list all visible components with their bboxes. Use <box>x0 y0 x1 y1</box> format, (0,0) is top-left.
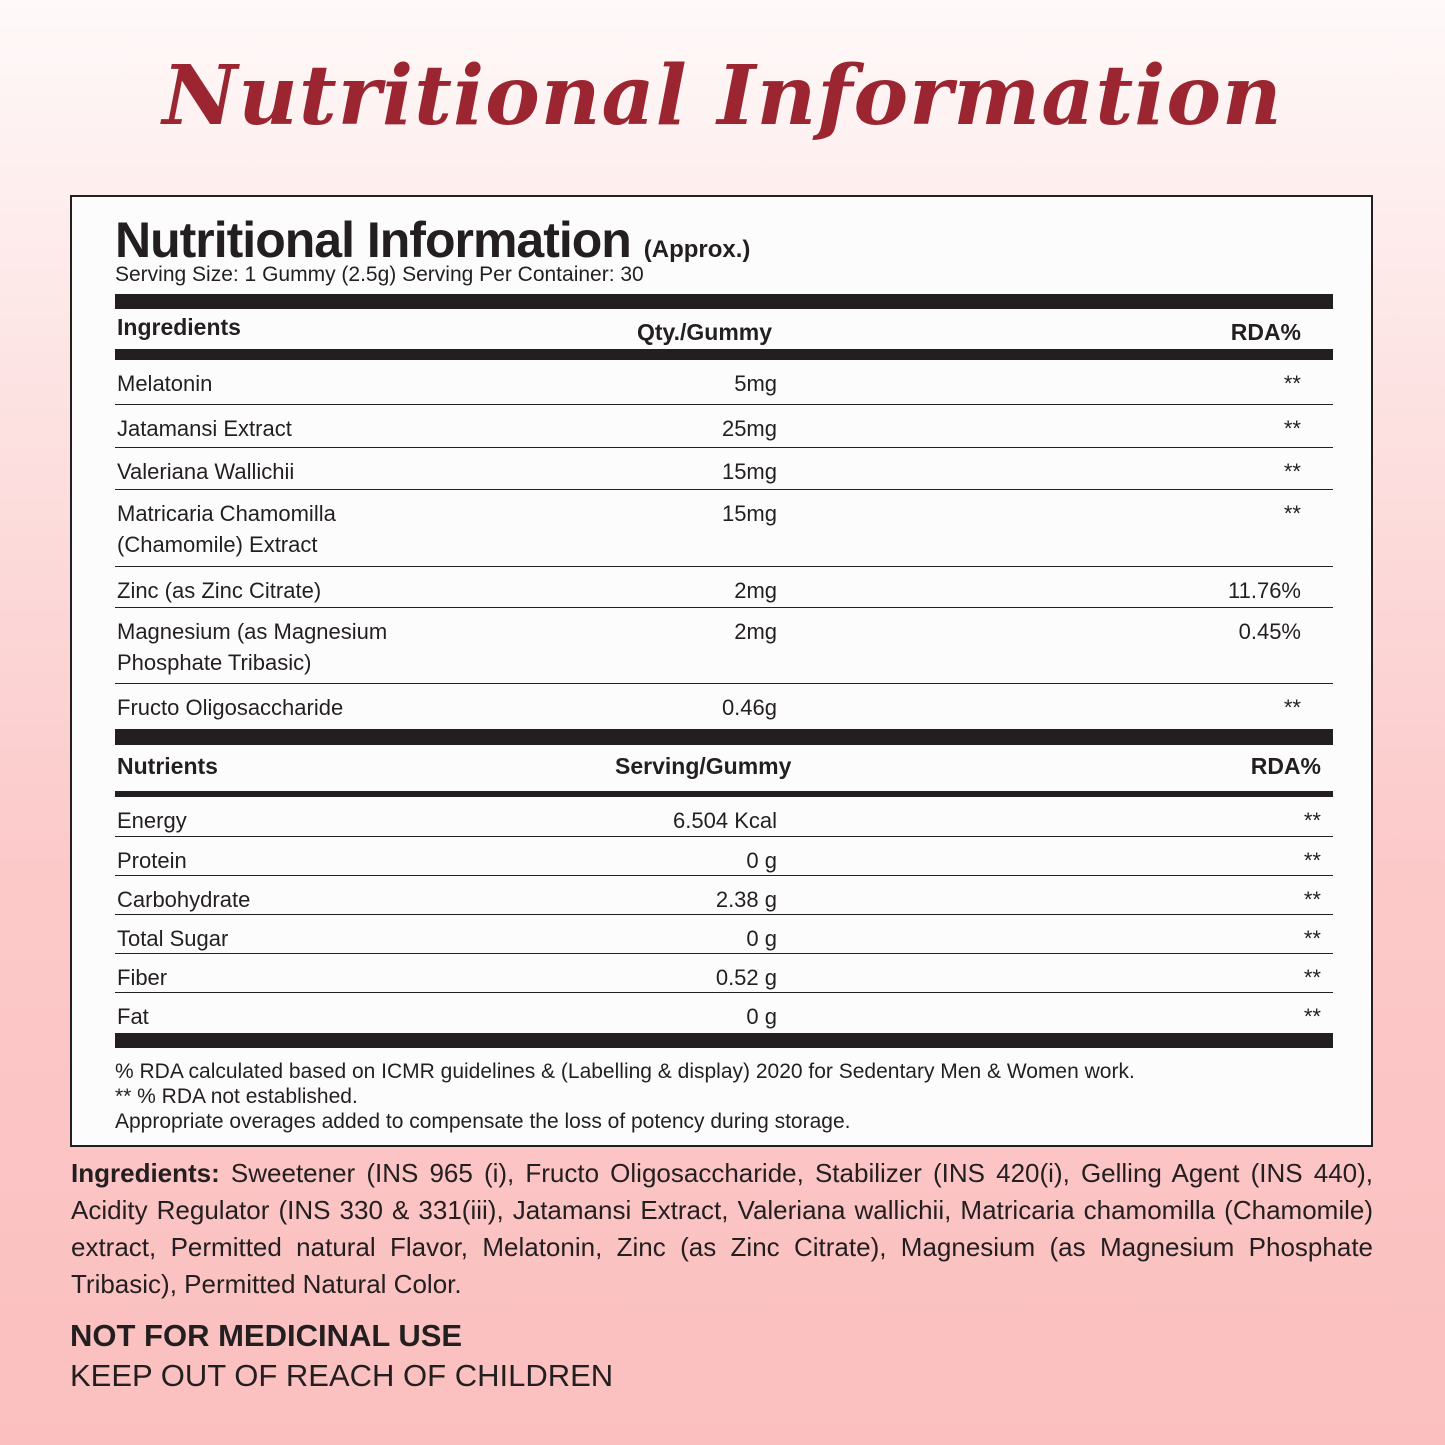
row-rda: ** <box>1303 1004 1321 1029</box>
row-name: Magnesium (as Magnesium Phosphate Tribas… <box>117 619 388 675</box>
row-name: Melatonin <box>117 371 213 396</box>
header-qty: Qty./Gummy <box>637 319 773 345</box>
row-rda: ** <box>1303 887 1321 912</box>
footnotes: % RDA calculated based on ICMR guideline… <box>115 1059 1135 1134</box>
row-name: Zinc (as Zinc Citrate) <box>117 578 322 603</box>
header-rda: RDA% <box>1250 753 1321 779</box>
table-row: Carbohydrate 2.38 g ** <box>115 876 1333 915</box>
row-name: Fructo Oligosaccharide <box>117 695 344 720</box>
header-ingredients: Ingredients <box>117 314 241 340</box>
warning-not-medicinal: NOT FOR MEDICINAL USE <box>70 1318 463 1353</box>
table-row: Valeriana Wallichii 15mg ** <box>115 448 1333 490</box>
row-name: Jatamansi Extract <box>117 416 292 441</box>
footnote: Appropriate overages added to compensate… <box>115 1110 851 1133</box>
serving-info: Serving Size: 1 Gummy (2.5g) Serving Per… <box>115 263 644 286</box>
footnote: % RDA calculated based on ICMR guideline… <box>115 1060 1135 1083</box>
row-name: Matricaria Chamomilla (Chamomile) Extrac… <box>117 501 336 557</box>
table-row: Magnesium (as Magnesium Phosphate Tribas… <box>115 608 1333 684</box>
divider-thick <box>115 294 1333 309</box>
row-rda: 0.45% <box>1238 619 1301 644</box>
ingredients-text: Sweetener (INS 965 (i), Fructo Oligosacc… <box>71 1158 1373 1299</box>
row-qty: 5mg <box>734 371 777 396</box>
row-qty: 2.38 g <box>715 887 777 912</box>
ingredients-label: Ingredients: <box>71 1158 220 1188</box>
warning-children: KEEP OUT OF REACH OF CHILDREN <box>70 1358 614 1393</box>
panel-title-text: Nutritional Information <box>115 212 632 268</box>
divider-thick <box>115 1033 1333 1048</box>
row-qty: 6.504 Kcal <box>673 808 777 833</box>
row-name: Carbohydrate <box>117 887 251 912</box>
table-row: Fiber 0.52 g ** <box>115 954 1333 993</box>
row-rda: 11.76% <box>1228 578 1301 603</box>
table-row: Matricaria Chamomilla (Chamomile) Extrac… <box>115 490 1333 567</box>
row-qty: 15mg <box>721 501 777 526</box>
table-row: Melatonin 5mg ** <box>115 360 1333 405</box>
nutrition-panel: Nutritional Information (Approx.) Servin… <box>70 195 1373 1147</box>
table-row: Jatamansi Extract 25mg ** <box>115 405 1333 448</box>
row-name: Valeriana Wallichii <box>117 459 295 484</box>
row-qty: 0 g <box>746 926 777 951</box>
divider-thick <box>115 729 1333 745</box>
approx-label: (Approx.) <box>643 236 751 263</box>
table-row: Fructo Oligosaccharide 0.46g ** <box>115 684 1333 729</box>
row-rda: ** <box>1283 501 1301 526</box>
row-name: Fat <box>117 1004 149 1029</box>
table-row: Total Sugar 0 g ** <box>115 915 1333 954</box>
row-qty: 25mg <box>721 416 777 441</box>
row-rda: ** <box>1303 926 1321 951</box>
banner-title: Nutritional Information <box>162 48 1283 144</box>
divider-thick <box>115 349 1333 360</box>
panel-title: Nutritional Information (Approx.) <box>115 211 750 269</box>
ingredients-list: Ingredients: Sweetener (INS 965 (i), Fru… <box>71 1155 1373 1303</box>
row-name: Fiber <box>117 965 168 990</box>
row-qty: 15mg <box>721 459 777 484</box>
ingredients-header: Ingredients Qty./Gummy RDA% <box>115 314 1333 354</box>
header-serving: Serving/Gummy <box>615 753 792 779</box>
row-rda: ** <box>1303 808 1321 833</box>
row-qty: 0 g <box>746 1004 777 1029</box>
header-rda: RDA% <box>1230 319 1301 345</box>
row-rda: ** <box>1283 371 1301 396</box>
row-qty: 0 g <box>746 848 777 873</box>
table-row: Zinc (as Zinc Citrate) 2mg 11.76% <box>115 567 1333 608</box>
row-name: Protein <box>117 848 187 873</box>
table-row: Fat 0 g ** <box>115 993 1333 1033</box>
row-name: Energy <box>117 808 187 833</box>
row-qty: 2mg <box>734 578 777 603</box>
row-rda: ** <box>1283 416 1301 441</box>
row-qty: 0.52 g <box>715 965 777 990</box>
nutrients-header: Nutrients Serving/Gummy RDA% <box>115 753 1333 793</box>
row-qty: 2mg <box>734 619 777 644</box>
row-name: Total Sugar <box>117 926 229 951</box>
row-rda: ** <box>1283 459 1301 484</box>
divider <box>115 791 1333 797</box>
footnote: ** % RDA not established. <box>115 1085 358 1108</box>
row-rda: ** <box>1303 965 1321 990</box>
table-row: Energy 6.504 Kcal ** <box>115 797 1333 837</box>
row-qty: 0.46g <box>721 695 777 720</box>
row-rda: ** <box>1303 848 1321 873</box>
row-rda: ** <box>1283 695 1301 720</box>
table-row: Protein 0 g ** <box>115 837 1333 876</box>
header-nutrients: Nutrients <box>117 753 218 779</box>
